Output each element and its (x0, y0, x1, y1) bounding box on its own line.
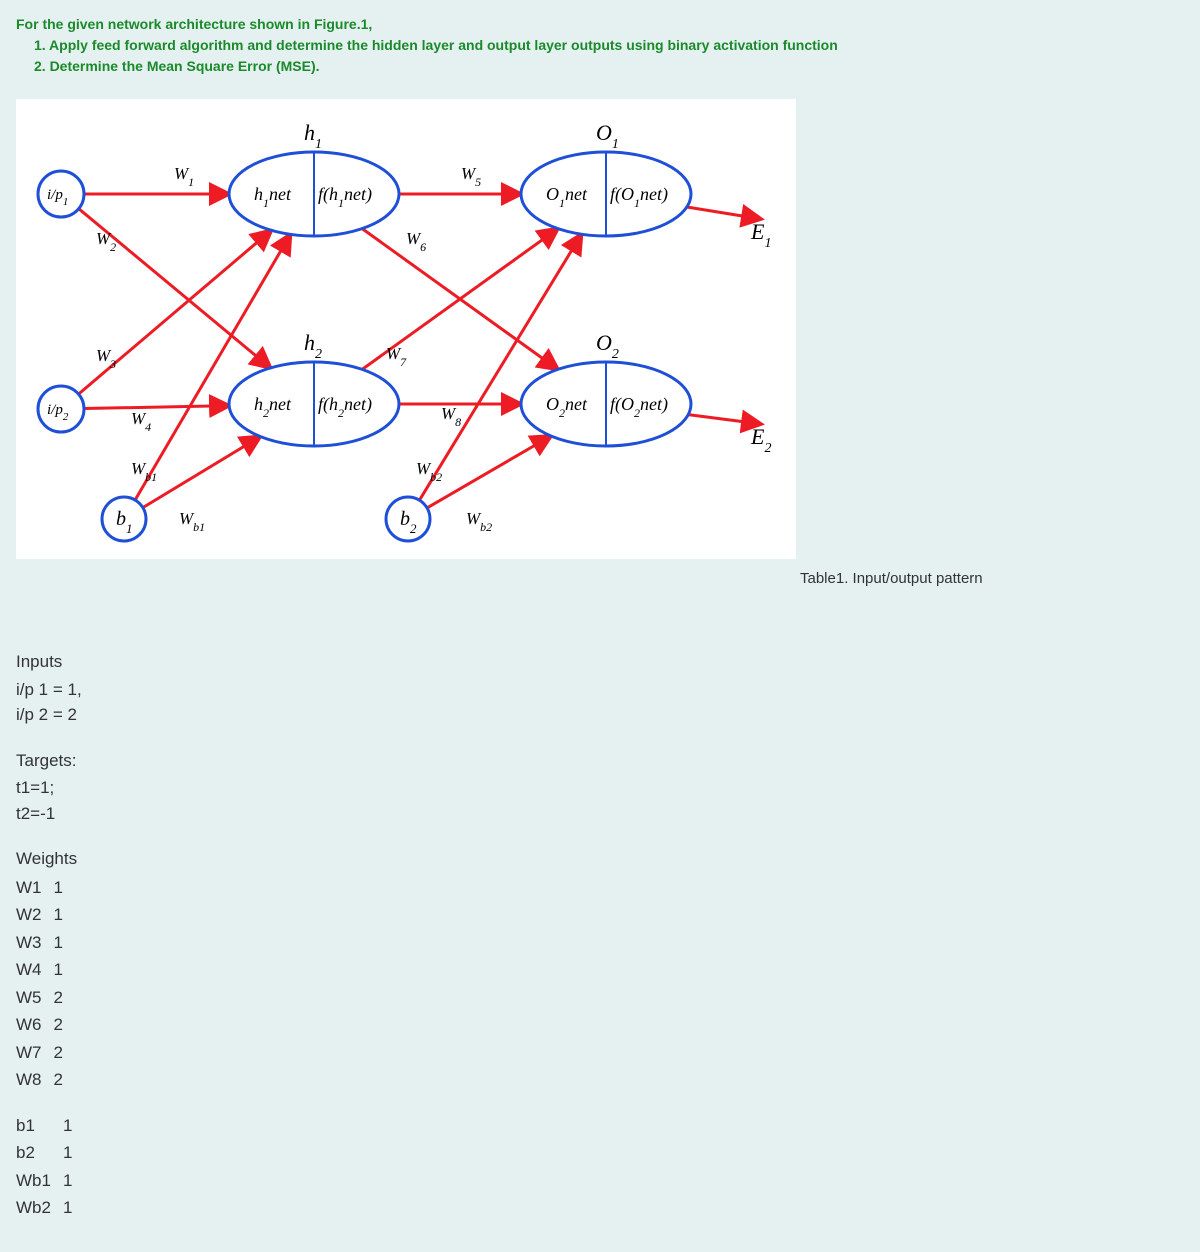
svg-text:Wb1: Wb1 (179, 509, 205, 534)
input-1: i/p 1 = 1, (16, 677, 1184, 703)
table-row: W11 (16, 874, 75, 902)
question-part-2: 2. Determine the Mean Square Error (MSE)… (16, 56, 1184, 77)
question-part-1: 1. Apply feed forward algorithm and dete… (16, 35, 1184, 56)
bias-table: b11b21Wb11Wb21 (16, 1112, 84, 1222)
table-row: Wb11 (16, 1167, 84, 1195)
svg-text:W8: W8 (441, 404, 461, 429)
table-row: W41 (16, 956, 75, 984)
svg-text:W3: W3 (96, 346, 116, 371)
svg-text:W6: W6 (406, 229, 426, 254)
table-row: W21 (16, 901, 75, 929)
weights-table: W11W21W31W41W52W62W72W82 (16, 874, 75, 1094)
svg-text:O2: O2 (596, 330, 619, 362)
target-1: t1=1; (16, 775, 1184, 801)
svg-text:O1: O1 (596, 120, 619, 152)
table-row: W31 (16, 929, 75, 957)
input-2: i/p 2 = 2 (16, 702, 1184, 728)
target-2: t2=-1 (16, 801, 1184, 827)
svg-text:E1: E1 (750, 219, 771, 251)
targets-heading: Targets: (16, 748, 1184, 774)
question-block: For the given network architecture shown… (16, 14, 1184, 77)
svg-text:W2: W2 (96, 229, 116, 254)
svg-text:h2: h2 (304, 330, 322, 362)
table-caption: Table1. Input/output pattern (800, 570, 983, 587)
svg-text:Wb2: Wb2 (466, 509, 492, 534)
svg-text:E2: E2 (750, 424, 771, 456)
table-row: b21 (16, 1139, 84, 1167)
table-row: b11 (16, 1112, 84, 1140)
table-row: W62 (16, 1011, 75, 1039)
table-row: Wb21 (16, 1194, 84, 1222)
table-row: W82 (16, 1066, 75, 1094)
svg-text:W4: W4 (131, 409, 151, 434)
question-intro: For the given network architecture shown… (16, 14, 1184, 35)
data-section: Inputs i/p 1 = 1, i/p 2 = 2 Targets: t1=… (16, 649, 1184, 1222)
inputs-heading: Inputs (16, 649, 1184, 675)
network-diagram: W1W2W3W4Wb1Wb1W5W6W7W8Wb2Wb2i/p1i/p2b1b2… (16, 99, 796, 559)
weights-heading: Weights (16, 846, 1184, 872)
svg-text:h1: h1 (304, 120, 322, 152)
table-row: W52 (16, 984, 75, 1012)
svg-text:W7: W7 (386, 344, 407, 369)
svg-text:Wb2: Wb2 (416, 459, 442, 484)
table-row: W72 (16, 1039, 75, 1067)
svg-text:Wb1: Wb1 (131, 459, 157, 484)
svg-text:W5: W5 (461, 164, 481, 189)
svg-text:W1: W1 (174, 164, 194, 189)
